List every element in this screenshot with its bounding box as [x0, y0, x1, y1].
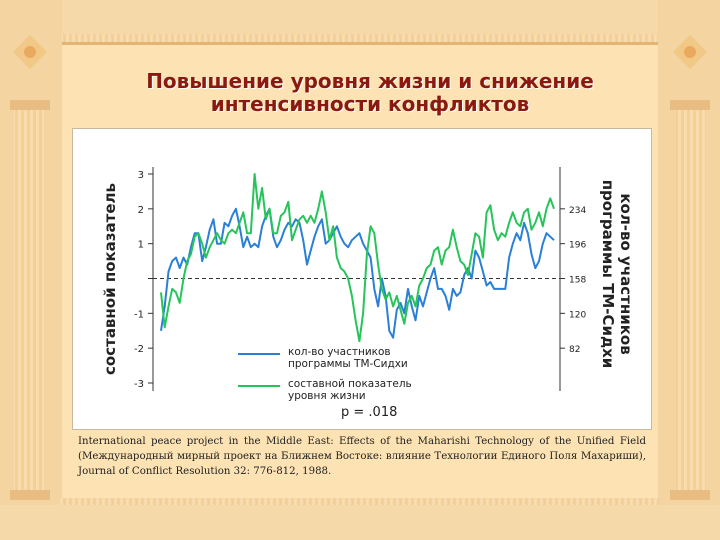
chart-panel: 3 2 1 -1 -2 -3 234 196 158 120 82 составной показат…: [72, 128, 652, 430]
line-chart: 3 2 1 -1 -2 -3 234 196 158 120 82 составной показат…: [101, 167, 635, 420]
left-tick-label: -1: [134, 309, 144, 320]
legend-label-line1: кол-во участников: [288, 346, 391, 358]
left-tick-label: -3: [134, 379, 144, 390]
right-tick-label: 82: [569, 345, 580, 355]
legend-label-line2: программы ТМ-Сидхи: [288, 358, 408, 370]
y-axis-label-left: составной показатель: [101, 183, 119, 375]
slide-title: Повышение уровня жизни и снижение интенс…: [110, 70, 630, 116]
y-axis-label-right-line1: кол-во участников: [617, 193, 635, 354]
legend-label-line2: уровня жизни: [288, 390, 366, 402]
legend-label-line1: составной показатель: [288, 378, 412, 390]
series-line-quality-of-life: [160, 173, 555, 343]
title-line-2: интенсивности конфликтов: [210, 92, 530, 116]
y-axis-label-right-line2: программы ТМ-Сидхи: [599, 180, 617, 369]
chart-axes: 3 2 1 -1 -2 -3 234 196 158 120 82 составной показат…: [101, 167, 635, 391]
left-tick-label: 1: [138, 240, 144, 251]
right-tick-label: 120: [569, 310, 586, 320]
series-line-participants: [160, 207, 555, 339]
title-line-1: Повышение уровня жизни и снижение: [146, 69, 594, 93]
left-tick-label: 3: [138, 170, 144, 181]
p-value-annotation: p = .018: [341, 405, 397, 420]
right-tick-label: 196: [569, 241, 586, 251]
citation-text: International peace project in the Middl…: [78, 436, 646, 477]
right-tick-label: 158: [569, 276, 586, 286]
left-tick-label: -2: [134, 344, 144, 355]
right-tick-label: 234: [569, 206, 586, 216]
series-layer: [160, 173, 555, 343]
left-tick-label: 2: [138, 205, 144, 216]
